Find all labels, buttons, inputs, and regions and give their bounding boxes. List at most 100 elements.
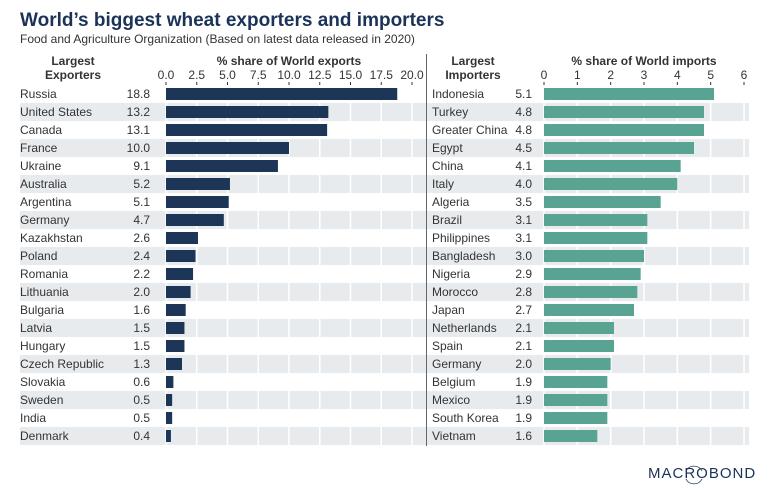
category-label: Indonesia — [432, 87, 484, 101]
bar-exports — [166, 322, 185, 334]
value-label: 0.5 — [133, 393, 150, 407]
row-band — [20, 211, 430, 229]
bar-imports — [544, 358, 611, 370]
category-label: Slovakia — [20, 375, 66, 389]
x-tick-label: 20.0 — [400, 68, 424, 82]
bar-exports — [166, 304, 186, 316]
value-label: 3.1 — [515, 213, 532, 227]
value-label: 1.6 — [515, 429, 532, 443]
bar-exports — [166, 124, 328, 136]
value-label: 18.8 — [127, 87, 151, 101]
bar-exports — [166, 232, 198, 244]
category-label: Argentina — [20, 195, 72, 209]
value-label: 10.0 — [127, 141, 151, 155]
value-label: 13.2 — [127, 105, 151, 119]
bar-imports — [544, 160, 681, 172]
category-label: Romania — [20, 267, 68, 281]
bar-exports — [166, 268, 194, 280]
x-tick-label: 0 — [541, 68, 548, 82]
bar-exports — [166, 250, 196, 262]
value-label: 13.1 — [127, 123, 151, 137]
row-band — [20, 391, 430, 409]
category-label: Nigeria — [432, 267, 470, 281]
bar-imports — [544, 250, 644, 262]
svg-text:MACROBOND: MACROBOND — [648, 465, 756, 482]
row-band — [20, 319, 430, 337]
value-label: 2.1 — [515, 321, 532, 335]
value-label: 2.1 — [515, 339, 532, 353]
x-tick-label: 15.0 — [339, 68, 363, 82]
value-label: 5.1 — [133, 195, 150, 209]
bar-imports — [544, 286, 638, 298]
category-label: Morocco — [432, 285, 478, 299]
category-label: France — [20, 141, 58, 155]
x-axis-label: % share of World imports — [571, 54, 716, 68]
category-label: Germany — [432, 357, 481, 371]
x-tick-label: 17.5 — [370, 68, 394, 82]
category-label: Bulgaria — [20, 303, 64, 317]
value-label: 3.5 — [515, 195, 532, 209]
bar-imports — [544, 412, 608, 424]
x-tick-label: 3 — [641, 68, 648, 82]
category-label: Turkey — [432, 105, 468, 119]
value-label: 0.5 — [133, 411, 150, 425]
bar-imports — [544, 142, 694, 154]
category-label: Brazil — [432, 213, 462, 227]
value-label: 4.1 — [515, 159, 532, 173]
value-label: 3.1 — [515, 231, 532, 245]
bar-exports — [166, 376, 174, 388]
category-label: Italy — [432, 177, 454, 191]
category-label: Sweden — [20, 393, 63, 407]
bar-imports — [544, 124, 704, 136]
bar-exports — [166, 412, 173, 424]
bar-imports — [544, 430, 598, 442]
bar-exports — [166, 214, 224, 226]
category-label: Hungary — [20, 339, 65, 353]
value-label: 4.5 — [515, 141, 532, 155]
x-tick-label: 0.0 — [158, 68, 175, 82]
category-label: Russia — [20, 87, 57, 101]
row-band — [20, 355, 430, 373]
value-label: 9.1 — [133, 159, 150, 173]
x-tick-label: 10.0 — [277, 68, 301, 82]
bar-imports — [544, 178, 678, 190]
x-tick-label: 2 — [607, 68, 614, 82]
row-band — [20, 283, 430, 301]
category-label: India — [20, 411, 46, 425]
bar-imports — [544, 322, 614, 334]
category-label: Greater China — [432, 123, 508, 137]
bar-imports — [544, 304, 634, 316]
category-label: Australia — [20, 177, 67, 191]
category-label: Lithuania — [20, 285, 69, 299]
value-label: 4.8 — [515, 105, 532, 119]
value-label: 5.2 — [133, 177, 150, 191]
category-label: Poland — [20, 249, 57, 263]
category-label: Belgium — [432, 375, 475, 389]
category-label: Bangladesh — [432, 249, 495, 263]
category-label: Egypt — [432, 141, 463, 155]
x-tick-label: 1 — [574, 68, 581, 82]
bar-imports — [544, 268, 641, 280]
category-label: Germany — [20, 213, 69, 227]
value-label: 2.0 — [515, 357, 532, 371]
x-tick-label: 6 — [741, 68, 748, 82]
value-label: 2.0 — [133, 285, 150, 299]
bar-exports — [166, 196, 229, 208]
category-label: Netherlands — [432, 321, 497, 335]
category-label: United States — [20, 105, 92, 119]
bar-imports — [544, 196, 661, 208]
value-label: 2.7 — [515, 303, 532, 317]
category-label: Ukraine — [20, 159, 62, 173]
bar-imports — [544, 376, 608, 388]
category-label: Canada — [20, 123, 62, 137]
bar-exports — [166, 430, 171, 442]
bar-exports — [166, 340, 185, 352]
value-label: 2.9 — [515, 267, 532, 281]
category-label: Vietnam — [432, 429, 476, 443]
macrobond-logo: MACROBOND — [648, 465, 756, 485]
value-label: 0.4 — [133, 429, 150, 443]
bar-imports — [544, 394, 608, 406]
bar-exports — [166, 160, 278, 172]
x-tick-label: 5 — [707, 68, 714, 82]
